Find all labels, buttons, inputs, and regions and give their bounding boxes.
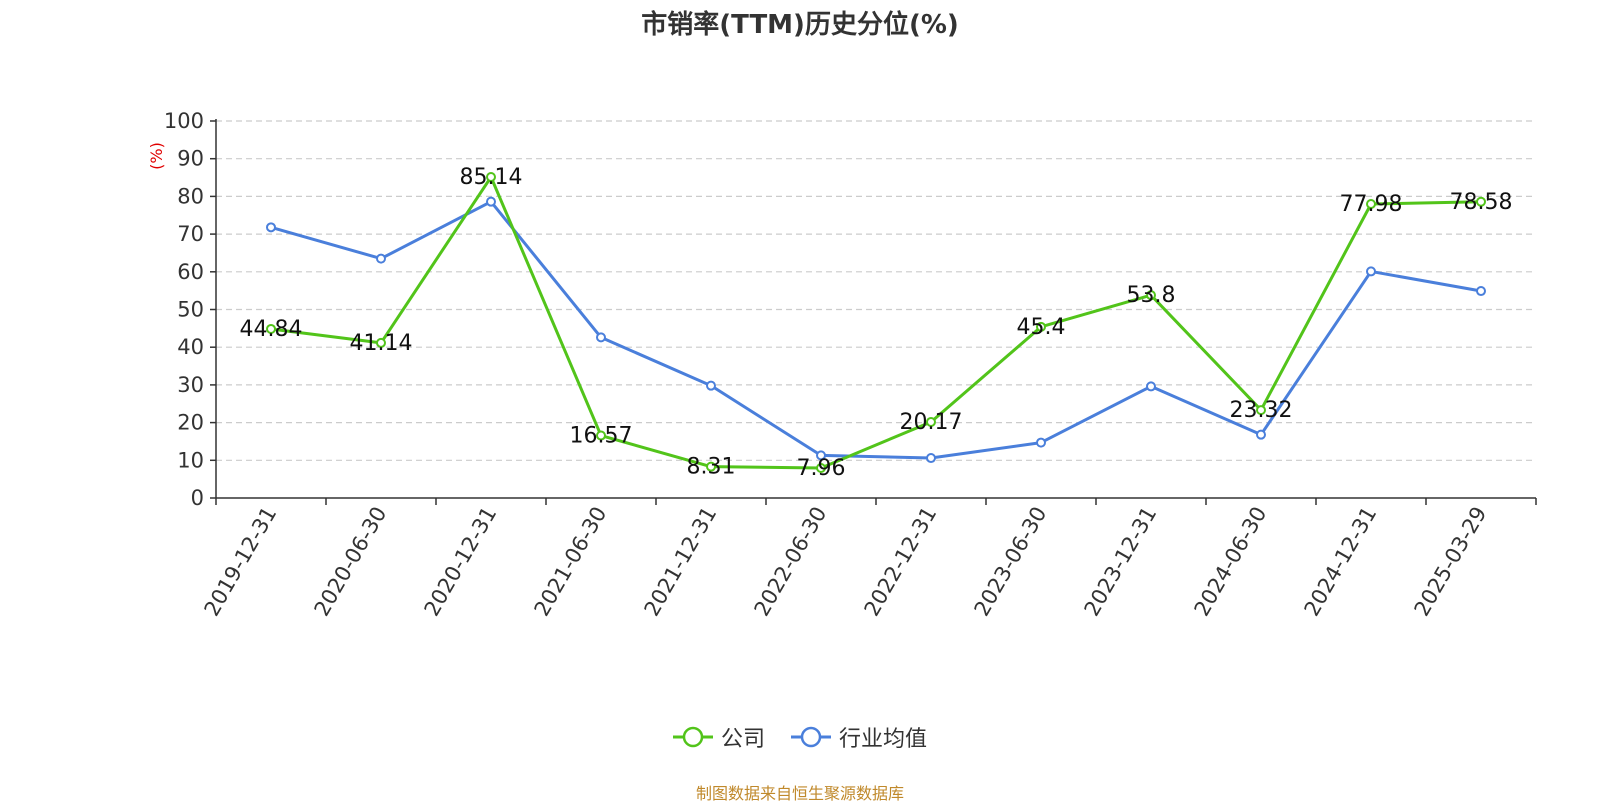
company-point [1476, 196, 1486, 207]
company-data-label: 53.8 [1127, 283, 1176, 308]
company-point [596, 430, 606, 441]
industry-point [926, 453, 936, 464]
x-tick-label: 2022-12-31 [860, 503, 942, 621]
company-data-label: 77.98 [1340, 192, 1403, 217]
legend-label-company: 公司 [720, 727, 765, 752]
y-tick-label: 40 [177, 335, 204, 359]
industry-point [1366, 266, 1376, 277]
x-tick-label: 2024-12-31 [1300, 503, 1382, 621]
industry-point [1036, 437, 1046, 448]
x-tick-label: 2019-12-31 [200, 503, 282, 621]
company-point [376, 337, 386, 348]
y-tick-label: 80 [177, 184, 204, 208]
company-data-label: 8.31 [687, 455, 736, 480]
y-tick-label: 30 [177, 373, 204, 397]
y-axis-label: (%) [147, 142, 166, 170]
x-tick-label: 2021-12-31 [640, 503, 722, 621]
y-tick-label: 20 [177, 411, 204, 435]
company-data-label: 23.32 [1230, 398, 1293, 423]
company-data-label: 7.96 [797, 456, 846, 481]
industry-point [1256, 429, 1266, 440]
industry-point [376, 253, 386, 264]
company-point [1036, 321, 1046, 332]
company-data-label: 78.58 [1450, 190, 1513, 215]
legend: 公司 行业均值 [0, 722, 1600, 752]
company-data-label: 44.84 [240, 317, 303, 342]
x-tick-label: 2021-06-30 [530, 503, 612, 621]
x-tick-label: 2022-06-30 [750, 503, 832, 621]
legend-company-marker-icon [672, 726, 713, 748]
company-point [486, 172, 496, 183]
company-data-label: 16.57 [570, 424, 633, 449]
legend-item-company[interactable]: 公司 [672, 721, 765, 753]
x-tick-label: 2024-06-30 [1190, 503, 1272, 621]
y-tick-label: 50 [177, 298, 204, 322]
legend-industry-marker-icon [791, 726, 831, 748]
y-tick-label: 60 [177, 260, 204, 284]
company-data-label: 20.17 [900, 410, 963, 435]
line-chart: 0 10 20 30 40 50 60 70 80 90 100 (%) 2019-12-31 2020-… [147, 109, 1537, 621]
company-point [266, 323, 276, 334]
y-tick-label: 0 [191, 486, 204, 510]
industry-point [486, 196, 496, 207]
company-data-label: 85.14 [460, 165, 523, 190]
x-tick-label: 2023-06-30 [970, 503, 1052, 621]
industry-series-line [270, 200, 1482, 460]
industry-point [1476, 286, 1486, 297]
y-tick-label: 100 [164, 109, 204, 133]
legend-label-industry: 行业均值 [839, 727, 928, 752]
company-point [1146, 290, 1156, 301]
company-point [1366, 199, 1376, 210]
x-tick-label: 2020-12-31 [420, 503, 502, 621]
x-tick-label: 2023-12-31 [1080, 503, 1162, 621]
legend-item-industry[interactable]: 行业均值 [791, 721, 927, 753]
company-point [1256, 405, 1266, 416]
industry-point [816, 450, 826, 461]
y-tick-label: 70 [177, 222, 204, 246]
company-point [706, 461, 716, 472]
company-data-label: 45.4 [1017, 315, 1066, 340]
x-tick-label: 2025-03-29 [1410, 503, 1492, 621]
x-tick-label: 2020-06-30 [310, 503, 392, 621]
industry-point [1146, 381, 1156, 392]
data-source-note: 制图数据来自恒生聚源数据库 [695, 784, 904, 803]
y-tick-label: 90 [177, 147, 204, 171]
industry-point [706, 380, 716, 391]
industry-point [266, 222, 276, 233]
company-point [816, 462, 826, 473]
company-data-label: 41.14 [350, 331, 413, 356]
industry-point [596, 332, 606, 343]
company-point [926, 416, 936, 427]
company-series-line [270, 175, 1482, 470]
y-tick-label: 10 [177, 448, 204, 472]
chart-title: 市销率(TTM)历史分位(%) [641, 10, 959, 40]
